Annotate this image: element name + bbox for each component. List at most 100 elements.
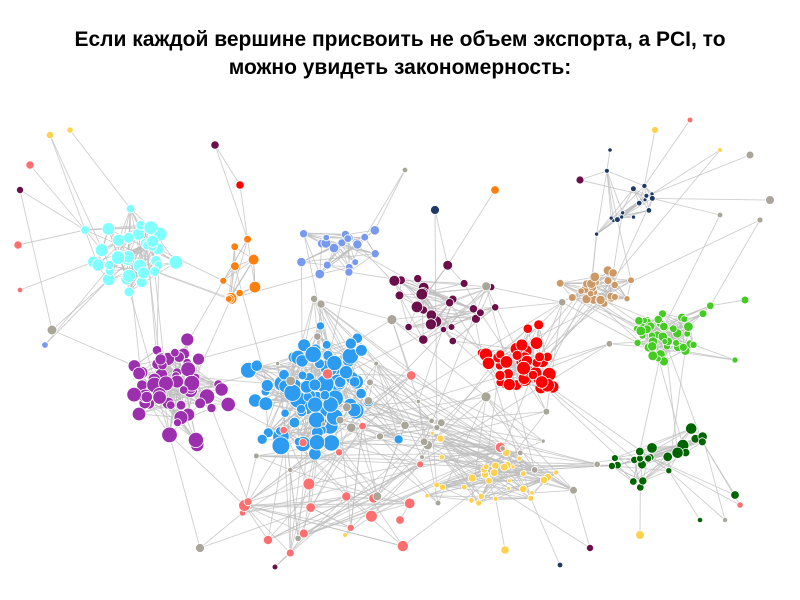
network-node-yellow (429, 430, 435, 436)
network-node-sky-blue (288, 416, 301, 429)
network-node-yellow (66, 126, 74, 134)
network-node-yellow (635, 530, 645, 540)
network-edge (247, 483, 310, 503)
network-edge (452, 306, 496, 342)
network-edge (303, 232, 346, 235)
network-node-light-cyan (101, 222, 116, 236)
network-edge (681, 305, 711, 319)
network-edge (244, 505, 291, 554)
network-node-light-cyan (122, 231, 135, 244)
network-node-navy (648, 195, 656, 202)
network-node-purple (154, 353, 167, 366)
network-node-dark-green (629, 477, 638, 486)
network-edge (434, 209, 449, 266)
network-edge (709, 219, 761, 307)
network-edge (710, 299, 746, 307)
network-node-gray (499, 445, 506, 452)
network-edge (650, 456, 736, 496)
network-edge (579, 170, 608, 181)
network-edge (471, 446, 501, 479)
network-edge (169, 434, 201, 549)
network-node-yellow (436, 434, 445, 443)
network-node-light-cyan (123, 286, 135, 298)
network-node-yellow (506, 485, 512, 491)
network-nodes (13, 116, 775, 571)
network-node-red (494, 369, 506, 381)
network-edge (561, 301, 638, 344)
network-edge (339, 419, 439, 504)
network-edge (303, 233, 321, 275)
network-node-gray (46, 324, 58, 336)
network-edge (51, 279, 110, 331)
network-node-green (698, 309, 708, 319)
network-node-gray (195, 543, 205, 553)
network-node-purple (140, 390, 153, 404)
network-edge (651, 149, 721, 195)
network-edge (606, 170, 645, 187)
network-node-light-cyan (146, 234, 160, 248)
network-edge (560, 276, 595, 284)
network-node-dark-green (644, 454, 653, 463)
network-node-salmon (298, 438, 308, 448)
network-node-purple (187, 431, 204, 448)
network-node-red (502, 377, 516, 391)
network-node-sky-blue (355, 344, 368, 357)
network-node-gray (335, 415, 345, 425)
network-node-salmon (416, 460, 425, 469)
network-node-sky-blue (260, 379, 274, 392)
network-node-dark-purple (394, 290, 405, 301)
network-node-salmon (358, 421, 367, 431)
network-node-yellow (529, 490, 535, 496)
network-node-gray (363, 396, 374, 406)
network-node-yellow (539, 475, 549, 485)
network-edge (195, 298, 232, 378)
network-node-yellow (519, 470, 527, 477)
network-edge (290, 343, 610, 471)
network-edge (471, 497, 531, 501)
network-edge (375, 363, 400, 440)
network-node-gray (569, 485, 578, 495)
network-edge (242, 451, 340, 514)
network-node-salmon (25, 160, 35, 170)
slide-title: Если каждой вершине присвоить не объем э… (20, 26, 780, 82)
network-node-gray (716, 211, 724, 219)
network-edge (44, 279, 110, 346)
network-node-light-cyan (143, 220, 159, 235)
network-edge (531, 489, 574, 494)
network-edge (434, 209, 437, 322)
network-node-light-cyan (168, 254, 184, 270)
network-edge (593, 219, 761, 301)
network-node-gray (313, 332, 322, 341)
network-edge (340, 396, 487, 421)
network-node-gray (415, 398, 421, 404)
network-node-gray (342, 402, 352, 412)
network-edge (616, 219, 632, 281)
network-node-salmon (335, 448, 344, 457)
network-node-dark-green (638, 476, 648, 486)
network-node-periwinkle (369, 225, 380, 236)
network-edge (357, 244, 418, 308)
network-node-gray (558, 298, 567, 307)
network-edge (596, 188, 634, 235)
network-node-dark-purple (444, 298, 455, 308)
network-node-orange (225, 295, 233, 303)
network-node-dark-purple (439, 325, 448, 334)
network-edge (606, 170, 618, 220)
network-edge (51, 329, 135, 367)
network-node-yellow (485, 476, 493, 485)
network-edge (400, 279, 474, 310)
network-node-dark-purple (491, 303, 500, 312)
network-edge (169, 434, 245, 506)
network-edge (297, 448, 503, 539)
network-node-sky-blue (304, 345, 322, 363)
network-node-orange (235, 288, 244, 298)
network-node-purple (131, 406, 147, 422)
network-node-light-cyan (149, 266, 161, 277)
network-edge (642, 441, 703, 482)
network-edge (423, 411, 547, 443)
network-node-gray (434, 499, 442, 507)
network-node-navy (604, 167, 610, 174)
network-edge (400, 279, 452, 328)
network-edge (320, 303, 574, 491)
network-node-salmon (346, 523, 355, 532)
